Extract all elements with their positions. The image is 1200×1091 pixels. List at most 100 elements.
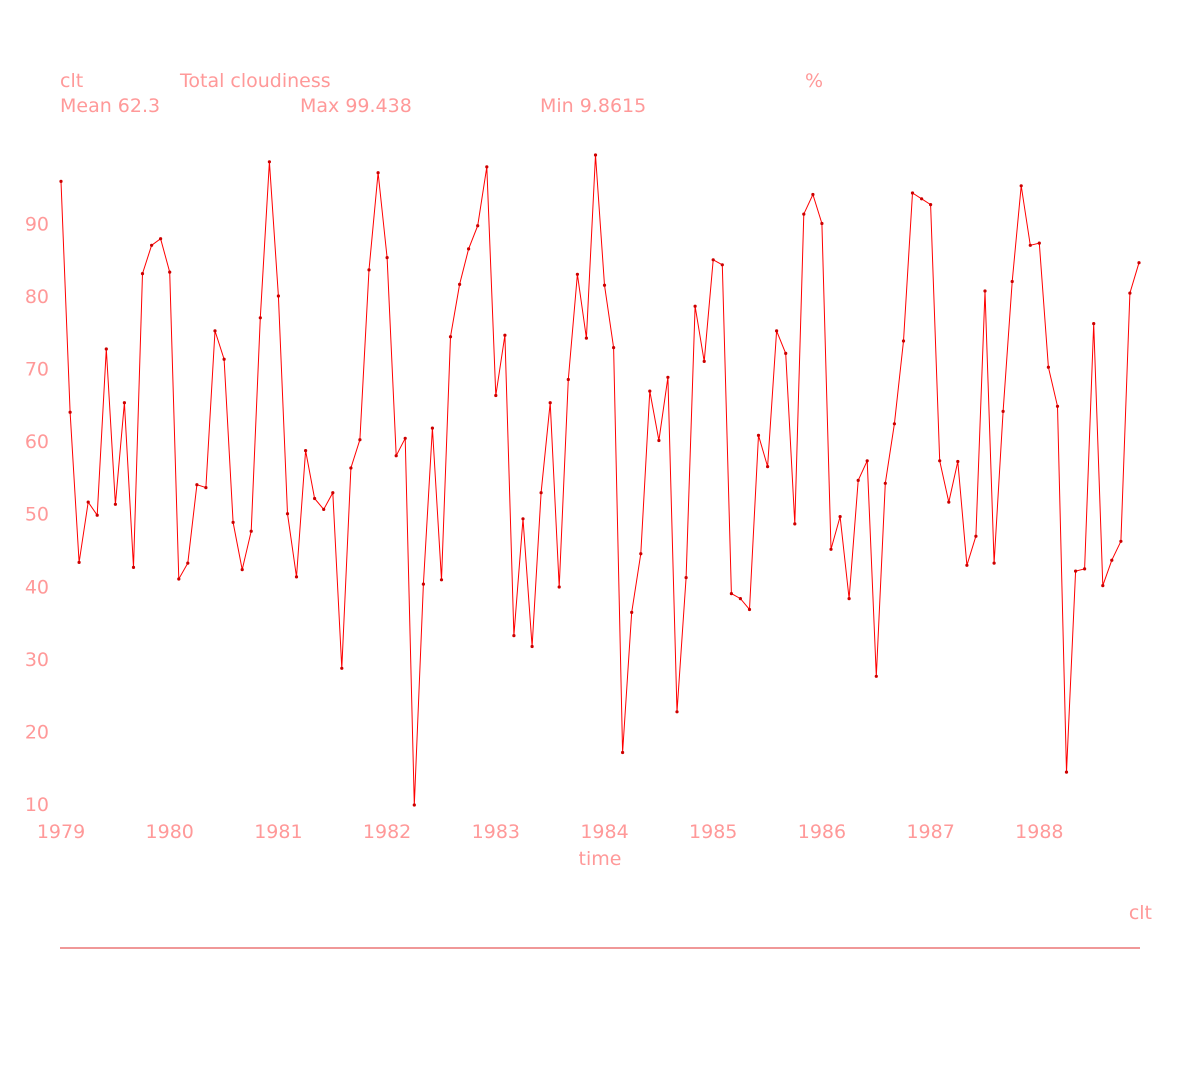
data-point: [802, 212, 806, 216]
data-point: [648, 389, 652, 393]
data-point: [1083, 567, 1087, 571]
data-point: [421, 582, 425, 586]
chart-title: Total cloudiness: [179, 70, 331, 92]
data-point: [195, 483, 199, 487]
data-point: [766, 465, 770, 469]
data-point: [1101, 584, 1105, 588]
data-point: [512, 634, 516, 638]
data-point: [150, 243, 154, 247]
data-point: [575, 272, 580, 276]
x-tick-label: 1981: [254, 821, 302, 843]
data-point: [675, 710, 679, 714]
data-point: [1028, 243, 1032, 247]
x-tick-label: 1985: [689, 821, 737, 843]
data-point: [1128, 291, 1132, 295]
data-point: [1019, 184, 1023, 188]
y-tick-label: 60: [25, 431, 49, 453]
data-point: [485, 165, 489, 169]
data-point: [892, 422, 897, 426]
x-axis-ticks: 1979 1980 1981 1982 1983 1984 1985 1986 1987 1988: [37, 821, 1064, 843]
y-tick-label: 30: [25, 649, 49, 671]
data-point: [448, 335, 453, 339]
data-point: [829, 547, 833, 551]
data-point: [412, 803, 416, 807]
data-point: [602, 283, 607, 287]
data-point: [784, 351, 788, 355]
data-point: [947, 500, 951, 504]
data-point: [349, 466, 353, 470]
data-point: [811, 192, 815, 197]
variable-name: clt: [60, 70, 83, 92]
min-stat: Min 9.8615: [540, 95, 646, 117]
data-point: [467, 247, 471, 251]
data-point: [140, 272, 145, 276]
data-point: [113, 502, 117, 506]
data-point: [77, 560, 81, 565]
data-point: [566, 377, 570, 382]
data-point: [177, 577, 181, 581]
data-point: [657, 438, 661, 443]
data-point: [240, 568, 244, 572]
data-point: [612, 346, 616, 350]
data-point: [920, 197, 924, 201]
data-point: [584, 336, 589, 340]
data-point: [1055, 404, 1060, 408]
data-point: [530, 644, 534, 649]
data-point: [430, 426, 434, 430]
footer-variable-label: clt: [1129, 902, 1152, 924]
data-point: [1110, 558, 1114, 562]
data-point: [1074, 569, 1078, 573]
y-tick-label: 50: [25, 504, 49, 526]
x-tick-label: 1982: [363, 821, 411, 843]
data-point: [593, 153, 598, 157]
data-point: [539, 491, 543, 495]
x-tick-label: 1980: [146, 821, 194, 843]
data-point: [322, 507, 326, 511]
data-point: [856, 478, 860, 482]
y-tick-label: 10: [25, 794, 49, 816]
data-point: [95, 513, 99, 517]
x-axis-title: time: [579, 848, 622, 870]
data-point: [901, 339, 906, 343]
data-point: [86, 500, 90, 504]
data-point: [747, 607, 752, 612]
data-point: [249, 529, 253, 533]
data-point: [865, 459, 869, 463]
x-tick-label: 1983: [472, 821, 520, 843]
data-point: [1064, 770, 1069, 774]
series-points: [59, 153, 1141, 807]
x-tick-label: 1987: [906, 821, 954, 843]
x-tick-label: 1988: [1015, 821, 1063, 843]
data-point: [1092, 322, 1096, 326]
data-point: [494, 393, 498, 398]
data-point: [684, 576, 688, 580]
data-point: [358, 438, 362, 442]
data-point: [394, 454, 398, 458]
data-point: [439, 578, 444, 582]
x-tick-label: 1979: [37, 821, 85, 843]
data-point: [476, 224, 480, 228]
max-stat: Max 99.438: [300, 95, 412, 117]
data-point: [204, 486, 208, 490]
y-tick-label: 90: [25, 213, 49, 235]
data-point: [1137, 261, 1141, 265]
units-label: %: [805, 70, 823, 92]
data-point: [847, 597, 851, 601]
data-point: [720, 263, 724, 267]
data-point: [775, 329, 779, 333]
x-tick-label: 1984: [580, 821, 628, 843]
data-point: [59, 179, 63, 183]
data-point: [159, 237, 163, 241]
data-point: [711, 258, 715, 262]
data-point: [974, 534, 978, 538]
y-tick-label: 40: [25, 576, 49, 598]
data-point: [1001, 409, 1005, 413]
data-point: [1037, 241, 1041, 245]
data-point: [1119, 539, 1123, 543]
data-point: [992, 561, 996, 565]
data-point: [756, 433, 761, 437]
data-point: [331, 491, 335, 495]
data-point: [340, 666, 344, 670]
x-tick-label: 1986: [798, 821, 846, 843]
